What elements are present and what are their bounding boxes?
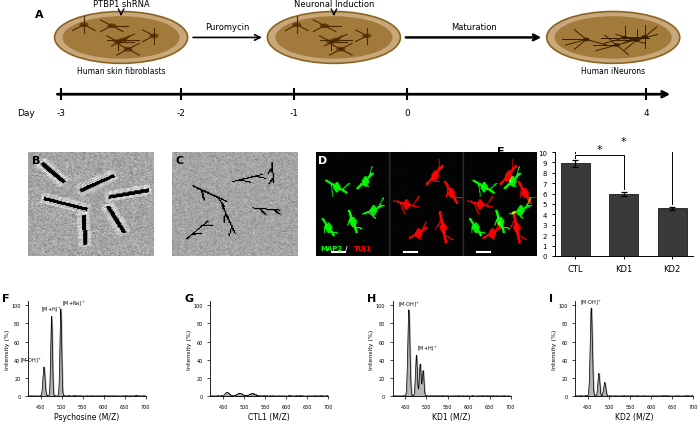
Y-axis label: Intensity (%): Intensity (%): [370, 328, 374, 369]
Text: Puromycin: Puromycin: [205, 23, 250, 32]
X-axis label: KD1 (M/Z): KD1 (M/Z): [433, 412, 471, 420]
Text: [M-OH]$^+$: [M-OH]$^+$: [20, 356, 42, 366]
X-axis label: KD2 (M/Z): KD2 (M/Z): [615, 412, 653, 420]
Bar: [658, 209, 687, 256]
Ellipse shape: [79, 23, 89, 28]
Text: C: C: [176, 156, 184, 166]
Ellipse shape: [62, 17, 180, 60]
Text: PTBP1 shRNA: PTBP1 shRNA: [92, 0, 150, 9]
Text: Human skin fibroblasts: Human skin fibroblasts: [77, 67, 165, 76]
Text: [M-OH]$^+$: [M-OH]$^+$: [398, 300, 420, 309]
Text: -1: -1: [290, 109, 298, 118]
Text: F: F: [2, 294, 10, 303]
Text: B: B: [32, 156, 40, 166]
Text: I: I: [550, 294, 554, 303]
Y-axis label: Intensity (%): Intensity (%): [187, 328, 192, 369]
Text: Neuronal Induction: Neuronal Induction: [294, 0, 374, 9]
Text: -2: -2: [176, 109, 186, 118]
Ellipse shape: [267, 12, 400, 64]
Bar: [609, 194, 638, 256]
Text: TUJ1: TUJ1: [354, 245, 372, 251]
Ellipse shape: [547, 12, 680, 64]
Text: MAP2: MAP2: [321, 245, 343, 251]
Ellipse shape: [583, 38, 589, 42]
Ellipse shape: [113, 40, 122, 45]
Ellipse shape: [275, 17, 393, 60]
Text: [M+H]$^+$: [M+H]$^+$: [417, 344, 438, 354]
Ellipse shape: [331, 39, 340, 43]
Text: *: *: [621, 137, 626, 147]
Ellipse shape: [641, 36, 648, 40]
Text: Maturation: Maturation: [451, 23, 496, 32]
Text: G: G: [185, 294, 194, 303]
Text: *: *: [597, 145, 603, 155]
Text: Day: Day: [17, 109, 34, 118]
Ellipse shape: [622, 37, 628, 40]
Ellipse shape: [123, 48, 132, 52]
Text: Human iNeurons: Human iNeurons: [581, 67, 645, 76]
Text: 4: 4: [643, 109, 650, 118]
X-axis label: CTL1 (M/Z): CTL1 (M/Z): [248, 412, 290, 420]
X-axis label: Psychosine (M/Z): Psychosine (M/Z): [54, 412, 120, 420]
Text: 0: 0: [404, 109, 410, 118]
Ellipse shape: [292, 23, 302, 28]
Text: A: A: [34, 9, 43, 20]
Ellipse shape: [634, 39, 640, 43]
Bar: [561, 164, 590, 256]
Ellipse shape: [326, 40, 335, 45]
Ellipse shape: [149, 35, 159, 39]
Ellipse shape: [336, 48, 345, 52]
Text: [M-OH]$^+$: [M-OH]$^+$: [580, 298, 603, 308]
Ellipse shape: [118, 39, 127, 43]
Y-axis label: Intensity (%): Intensity (%): [5, 328, 10, 369]
Text: E: E: [496, 147, 504, 156]
Ellipse shape: [362, 35, 372, 39]
Y-axis label: Intensity (%): Intensity (%): [552, 328, 557, 369]
Text: [M+Na]$^+$: [M+Na]$^+$: [62, 299, 85, 308]
Text: /: /: [345, 245, 347, 251]
Y-axis label: GALC Activity (nmols 4-MU/hr): GALC Activity (nmols 4-MU/hr): [531, 160, 537, 249]
Text: -3: -3: [57, 109, 66, 118]
Ellipse shape: [613, 44, 620, 48]
Ellipse shape: [554, 17, 672, 60]
Text: H: H: [367, 294, 376, 303]
Ellipse shape: [55, 12, 188, 64]
Text: [M+H]$^+$: [M+H]$^+$: [41, 305, 62, 315]
Ellipse shape: [107, 24, 116, 29]
Ellipse shape: [320, 24, 329, 29]
Text: D: D: [318, 156, 328, 166]
